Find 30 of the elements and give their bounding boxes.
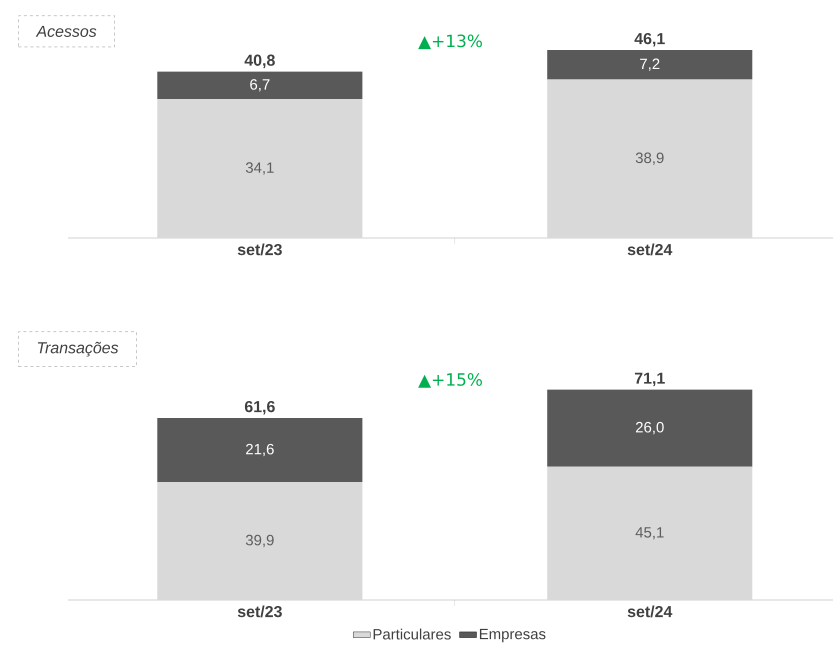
legend-label: Particulares	[374, 628, 451, 640]
text: ▲+15%	[418, 373, 482, 388]
bar	[157, 482, 362, 600]
total-label: 71,1	[634, 372, 665, 386]
data-label: 39,9	[246, 534, 274, 548]
bar	[157, 98, 362, 238]
bar	[547, 390, 752, 467]
x-tick-label: set/23	[238, 606, 282, 618]
data-label: 34,1	[246, 162, 274, 175]
bar	[157, 72, 362, 99]
chart-title: Acessos	[36, 26, 96, 37]
data-label: 38,9	[636, 152, 664, 165]
data-label: 26,0	[636, 422, 664, 434]
data-label: 6,7	[250, 79, 270, 92]
bar	[547, 466, 752, 600]
x-tick-label: set/23	[238, 244, 282, 256]
bar	[547, 79, 752, 238]
legend-label: Empresas	[480, 628, 546, 642]
x-tick-label: set/24	[628, 244, 672, 256]
x-tick-label: set/24	[628, 606, 672, 618]
total-label: 61,6	[244, 400, 275, 415]
bar	[547, 50, 752, 80]
data-label: 7,2	[640, 58, 660, 71]
bar	[157, 418, 362, 482]
data-label: 21,6	[246, 444, 274, 456]
text: ▲+13%	[418, 34, 482, 50]
total-label: 40,8	[244, 54, 275, 68]
total-label: 46,1	[634, 32, 665, 47]
chart-title: Transações	[38, 342, 118, 357]
data-label: 45,1	[636, 527, 664, 540]
